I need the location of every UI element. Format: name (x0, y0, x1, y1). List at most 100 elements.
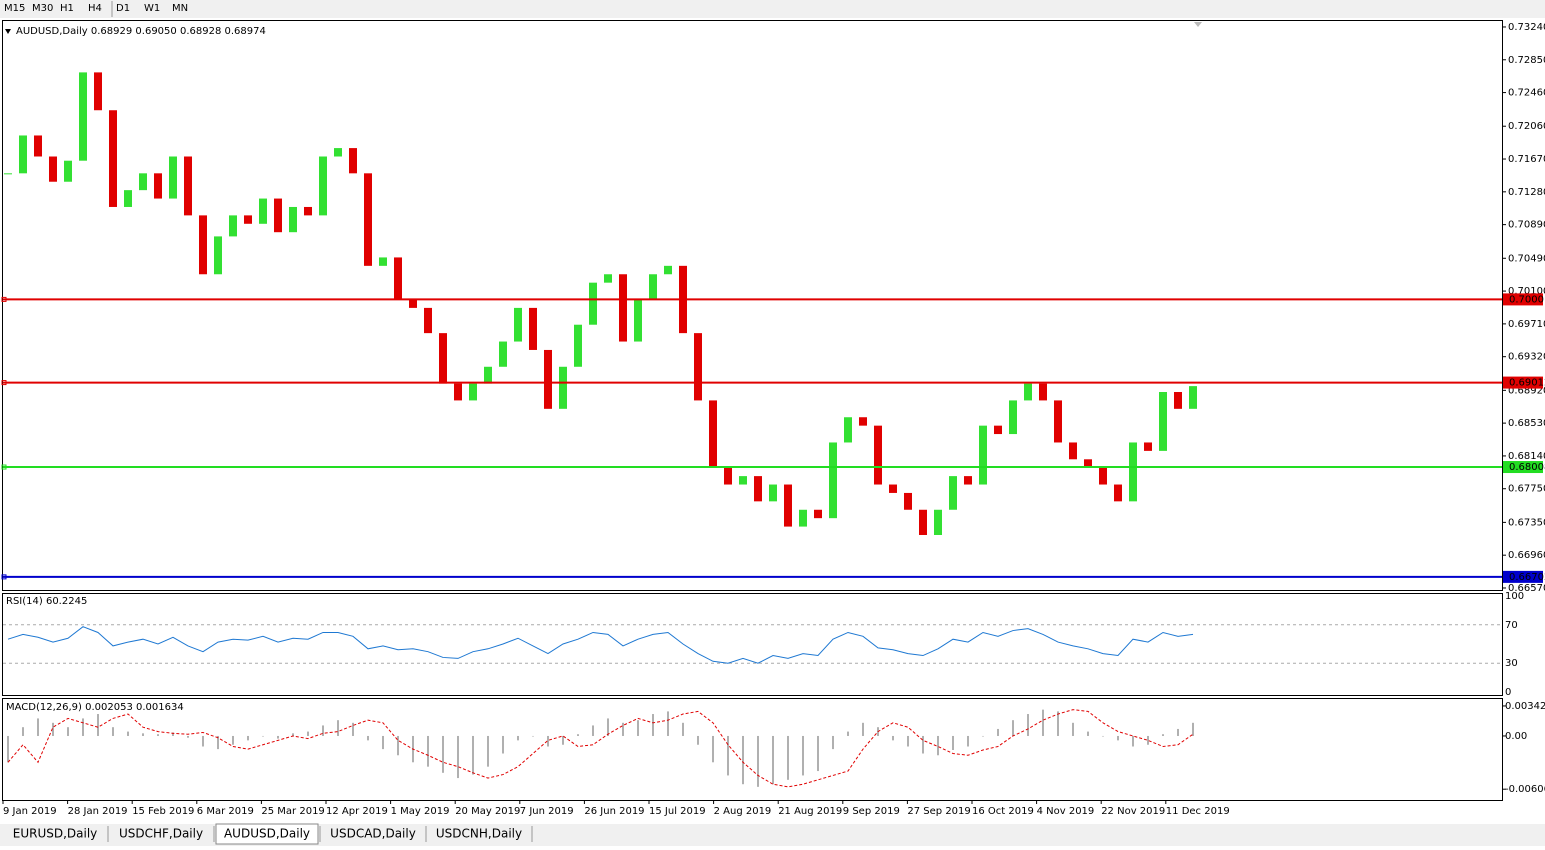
candle (694, 333, 702, 401)
candle (439, 333, 447, 384)
timeframe-button[interactable]: W1 (144, 3, 160, 14)
candle (4, 173, 12, 175)
header-arrow (5, 29, 11, 34)
candle (844, 417, 852, 443)
macd-bar (1042, 709, 1044, 736)
level-handle (1, 380, 7, 386)
macd-bar (1192, 722, 1194, 736)
timeframe-button[interactable]: M15 (4, 3, 25, 14)
level-label: 0.69012 (1509, 378, 1545, 389)
x-tick-label: 22 Nov 2019 (1101, 806, 1165, 817)
timeframe-button[interactable]: M30 (32, 3, 53, 14)
macd-bar (187, 735, 189, 738)
macd-bar (622, 722, 624, 736)
macd-bar (1027, 714, 1029, 736)
tab[interactable]: USDCHF,Daily (119, 827, 203, 841)
macd-bar (1102, 735, 1104, 737)
candle (169, 156, 177, 199)
y-tick-label: 0 (1505, 687, 1511, 698)
x-tick-label: 11 Dec 2019 (1166, 806, 1230, 817)
macd-bar (322, 725, 324, 736)
timeframe-button[interactable]: H1 (60, 3, 74, 14)
tab[interactable]: AUDUSD,Daily (224, 827, 310, 841)
level-label: 0.66702 (1509, 572, 1545, 583)
candle (799, 509, 807, 527)
x-tick-label: 25 Mar 2019 (261, 806, 324, 817)
candle (784, 484, 792, 527)
timeframe-button[interactable]: D1 (116, 3, 130, 14)
x-tick-label: 15 Feb 2019 (132, 806, 194, 817)
y-tick-label: -0.006069 (1505, 784, 1545, 795)
level-tag (1503, 570, 1543, 583)
candle (829, 442, 837, 519)
candle (19, 135, 27, 174)
macd-bar (97, 714, 99, 736)
level-handle (1, 464, 7, 470)
candle (1084, 459, 1092, 468)
macd-bar (1012, 720, 1014, 736)
candle (1114, 484, 1122, 502)
x-tick-label: 26 Jun 2019 (584, 806, 644, 817)
macd-bar (52, 722, 54, 736)
tab[interactable]: USDCAD,Daily (330, 827, 416, 841)
macd-bar (337, 720, 339, 736)
macd-bar (892, 735, 894, 741)
y-tick-label: 30 (1505, 658, 1518, 669)
candle (634, 299, 642, 342)
candle (49, 156, 57, 182)
candle (424, 307, 432, 334)
candle (619, 274, 627, 342)
macd-bar (247, 735, 249, 741)
candle (529, 307, 537, 350)
candle (1024, 383, 1032, 401)
macd-bar (862, 722, 864, 736)
macd-bar (7, 735, 9, 763)
timeframe-button[interactable]: H4 (88, 3, 102, 14)
tab[interactable]: USDCNH,Daily (436, 827, 522, 841)
macd-bar (652, 714, 654, 736)
candle (769, 484, 777, 502)
x-tick-label: 16 Oct 2019 (972, 806, 1034, 817)
candle (589, 282, 597, 325)
level-label: 0.68008 (1509, 462, 1545, 473)
candle (454, 383, 462, 401)
candle (409, 299, 417, 308)
level-handle (1, 296, 7, 302)
candle (154, 173, 162, 199)
macd-bar (352, 722, 354, 736)
candle (994, 425, 1002, 435)
candle (1189, 386, 1197, 409)
candle (1129, 442, 1137, 502)
macd-bar (1057, 711, 1059, 736)
macd-bar (817, 735, 819, 772)
level-handle (1, 574, 7, 580)
macd-bar (82, 718, 84, 736)
x-tick-label: 2 Aug 2019 (714, 806, 772, 817)
macd-bar (127, 731, 129, 736)
candle (379, 257, 387, 266)
macd-bar (67, 727, 69, 736)
candle (664, 265, 672, 275)
candle (574, 324, 582, 367)
candle (904, 492, 912, 510)
macd-bar (832, 735, 834, 750)
candle (964, 476, 972, 485)
timeframe-button[interactable]: MN (172, 3, 188, 14)
level-tag (1503, 376, 1543, 389)
macd-bar (37, 718, 39, 736)
tab-active (215, 823, 319, 845)
macd-bar (907, 735, 909, 747)
x-tick-label: 9 Jan 2019 (3, 806, 57, 817)
x-tick-label: 28 Jan 2019 (68, 806, 128, 817)
tab[interactable]: EURUSD,Daily (13, 827, 98, 841)
toolbar (0, 0, 1545, 18)
macd-bar (427, 735, 429, 767)
